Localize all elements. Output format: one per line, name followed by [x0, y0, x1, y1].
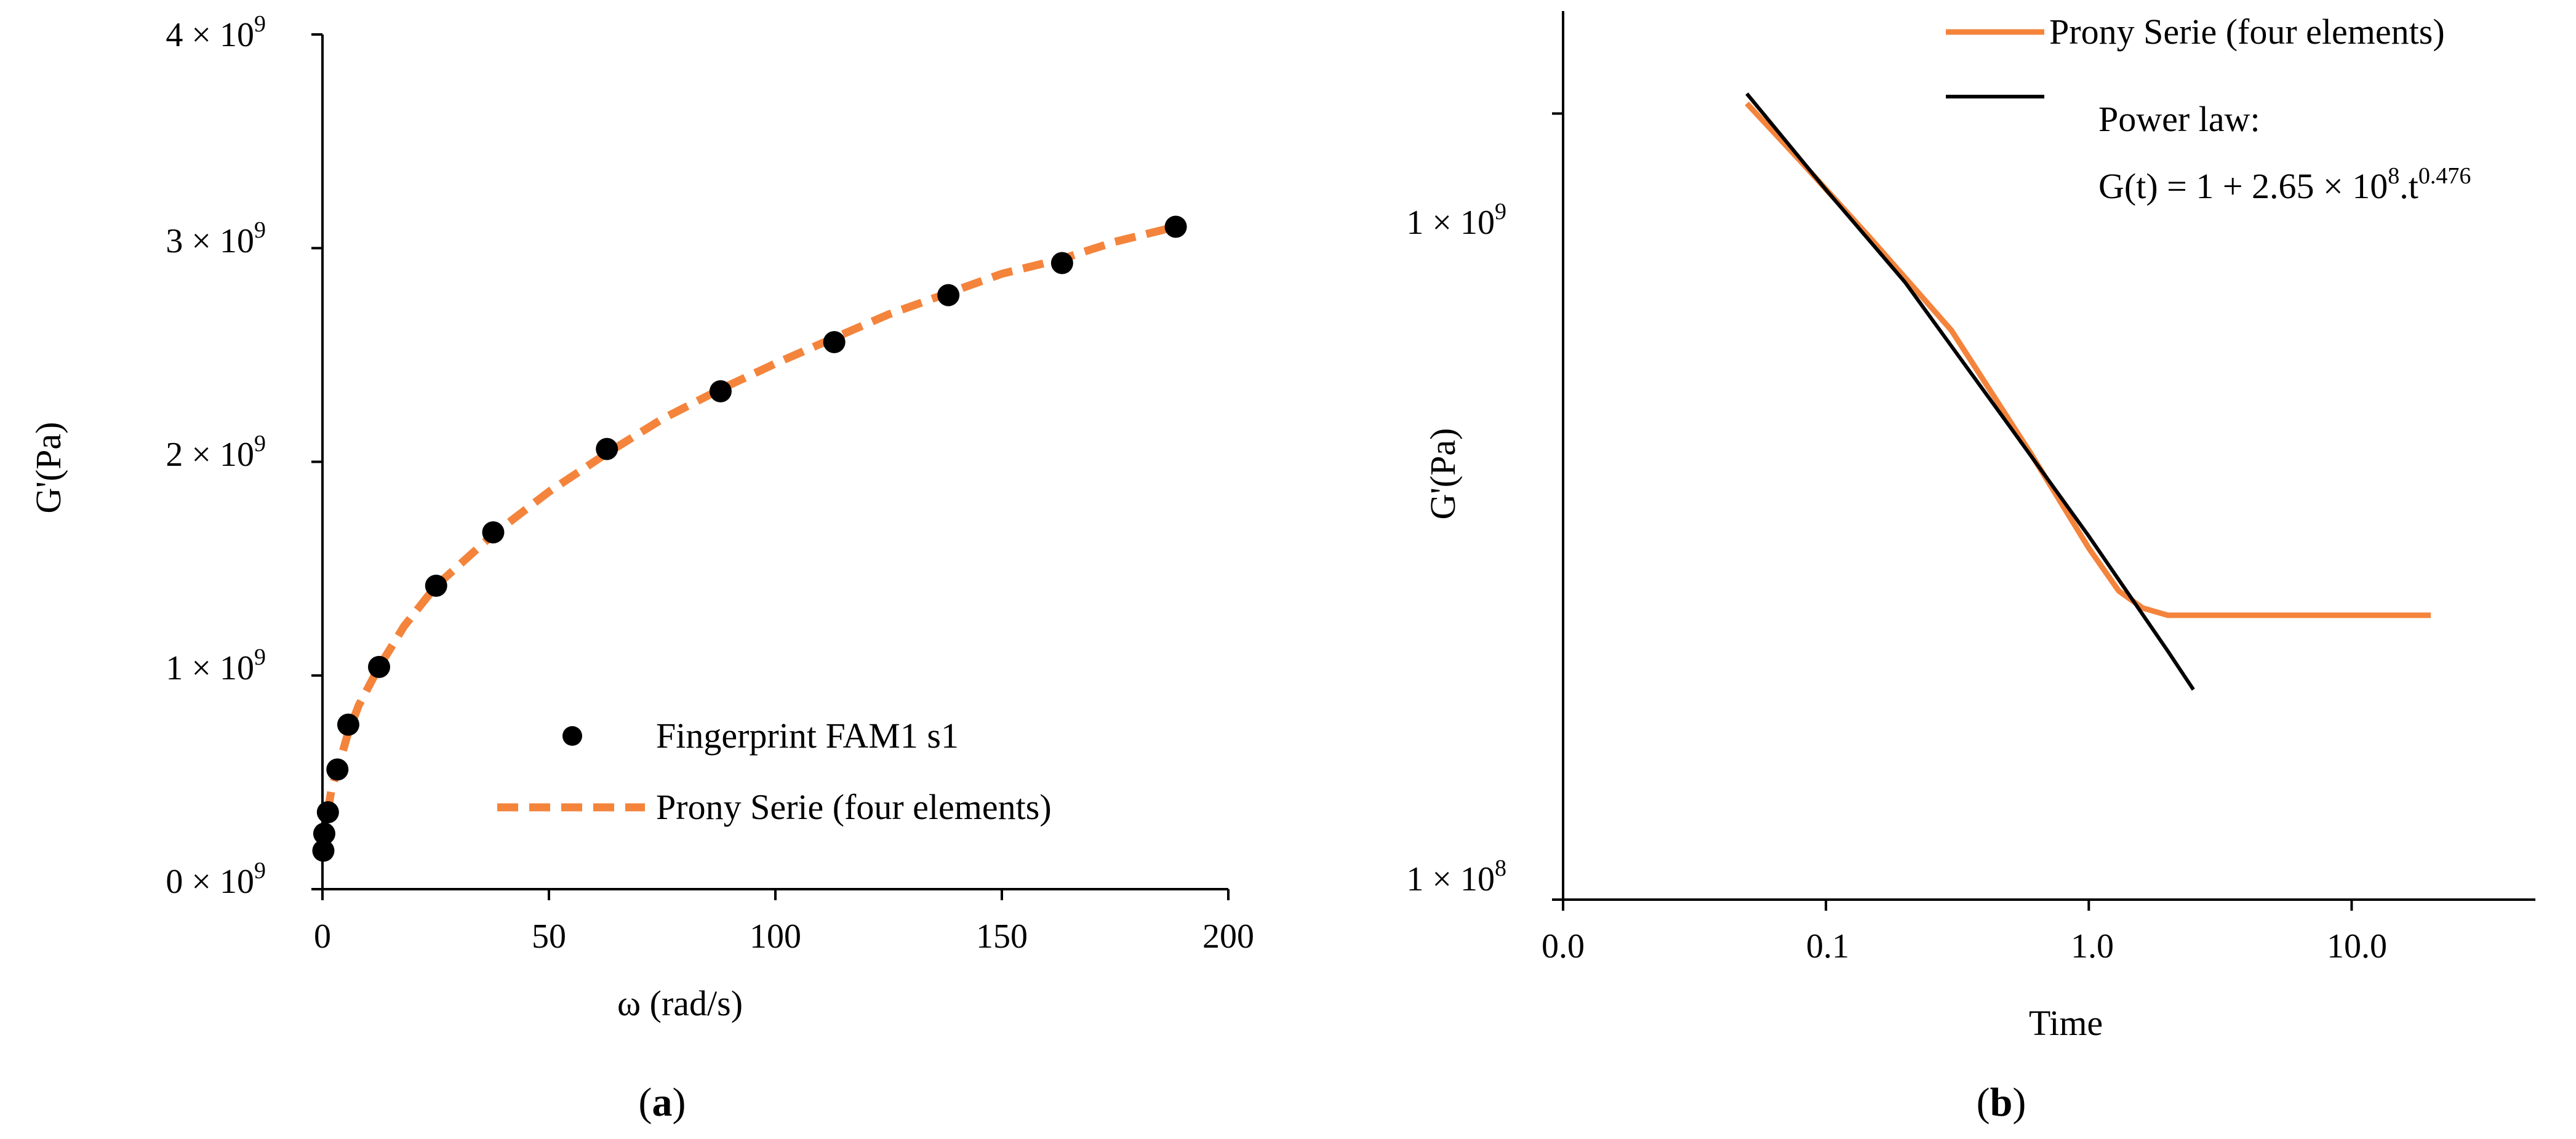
- data-point: [1164, 215, 1187, 238]
- chart-a-x-axis-title: ω (rad/s): [617, 983, 743, 1023]
- chart-b-x-tick-label: 0.0: [1542, 927, 1585, 965]
- chart-b-plot-area: [1745, 92, 2431, 691]
- chart-a-y-tick-label: 1 × 109: [166, 644, 266, 687]
- chart-a-y-tick-label: 2 × 109: [166, 431, 266, 474]
- chart-b: 1 × 108 1 × 109 0.0 0.1 1.0 10.0 Time G'…: [1406, 11, 2535, 1125]
- data-point: [337, 713, 359, 736]
- data-point: [937, 284, 960, 306]
- data-point: [709, 380, 732, 402]
- chart-a-plot-area: [312, 215, 1187, 862]
- data-point: [425, 574, 447, 597]
- chart-b-x-tick-label: 0.1: [1806, 927, 1849, 965]
- data-point: [1050, 252, 1073, 274]
- chart-a-y-axis-title: G'(Pa): [28, 422, 68, 514]
- power-law-line-b: [1745, 92, 2195, 691]
- chart-a-legend-label: Prony Serie (four elements): [656, 787, 1052, 827]
- power-law-title: Power law:: [2098, 99, 2260, 139]
- chart-a-x-tick-label: 50: [532, 917, 566, 956]
- data-point: [313, 822, 335, 845]
- chart-a-x-tick-label: 150: [976, 917, 1028, 956]
- chart-b-ticks: [1552, 112, 2353, 911]
- chart-a-x-tick-label: 100: [750, 917, 801, 956]
- chart-b-y-tick-label: 1 × 108: [1406, 855, 1506, 898]
- power-law-annotation: Power law: G(t) = 1 + 2.65 × 108.t0.476: [2098, 99, 2471, 206]
- chart-b-x-tick-label: 10.0: [2327, 927, 2387, 965]
- chart-b-x-tick-label: 1.0: [2071, 927, 2114, 965]
- prony-series-line-b: [1745, 102, 2431, 618]
- chart-a-caption: (a): [639, 1080, 686, 1125]
- chart-a-y-tick-label: 3 × 109: [166, 217, 266, 260]
- chart-a-legend-label: Fingerprint FAM1 s1: [656, 716, 959, 756]
- chart-b-legend-label: Prony Serie (four elements): [2049, 12, 2445, 52]
- data-point: [823, 331, 846, 354]
- data-point: [482, 521, 505, 544]
- chart-a-legend-marker-dot: [562, 726, 582, 746]
- chart-a-y-tick-label: 4 × 109: [166, 11, 266, 54]
- chart-b-legend: Prony Serie (four elements): [1946, 12, 2445, 98]
- power-law-formula: G(t) = 1 + 2.65 × 108.t0.476: [2098, 163, 2471, 206]
- prony-fit-line-a: [319, 223, 1177, 845]
- chart-a-x-tick-label: 200: [1202, 917, 1254, 956]
- chart-b-y-tick-label: 1 × 109: [1406, 199, 1506, 242]
- data-point: [326, 758, 349, 781]
- chart-b-caption: (b): [1977, 1080, 2026, 1125]
- chart-a-legend: Fingerprint FAM1 s1 Prony Serie (four el…: [497, 716, 1052, 827]
- data-point: [596, 438, 618, 460]
- chart-a-x-tick-label: 0: [314, 917, 331, 956]
- chart-a: 0 × 109 1 × 109 2 × 109 3 × 109 4 × 109 …: [28, 11, 1254, 1125]
- data-point: [316, 801, 339, 823]
- chart-a-ticks: [311, 33, 1230, 900]
- chart-b-x-axis-title: Time: [2029, 1003, 2103, 1043]
- data-point: [368, 655, 390, 678]
- chart-b-y-axis-title: G'(Pa): [1423, 428, 1463, 520]
- chart-a-y-tick-label: 0 × 109: [166, 858, 266, 901]
